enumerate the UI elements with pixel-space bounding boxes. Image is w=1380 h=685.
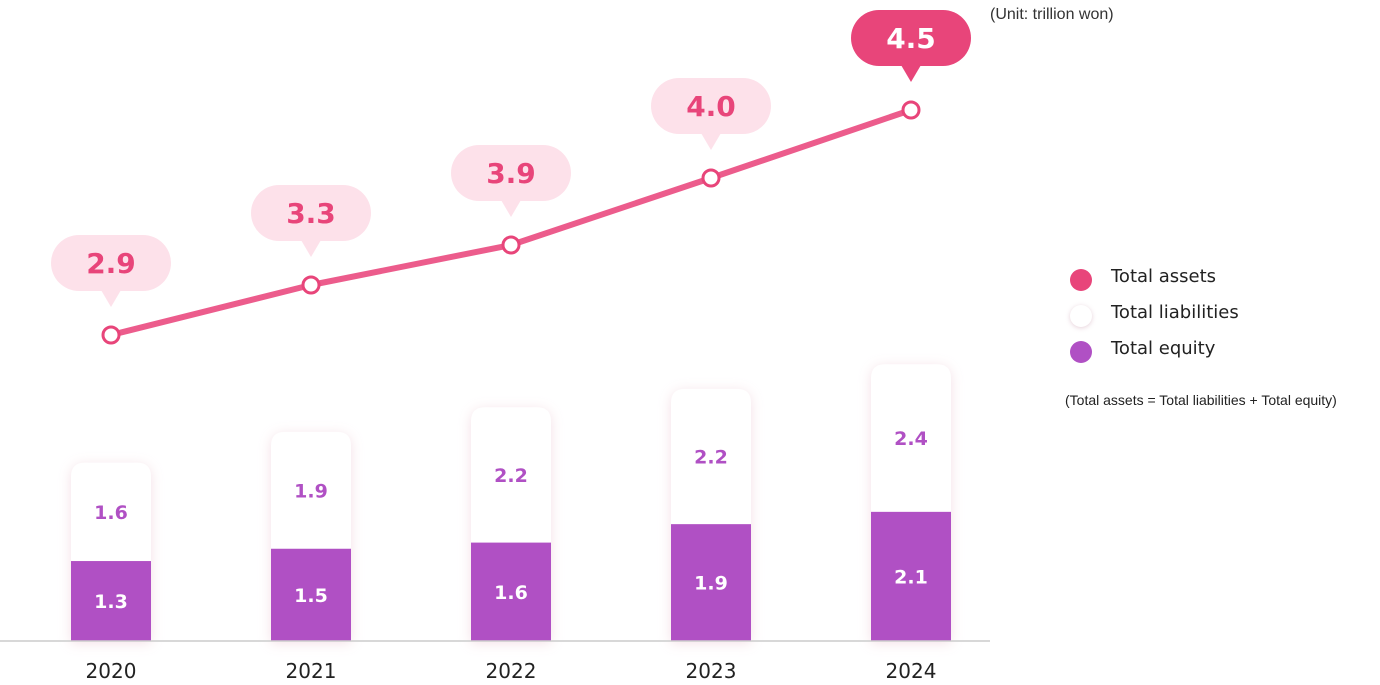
unit-note: (Unit: trillion won)	[990, 6, 1114, 23]
legend-label-total-equity: Total equity	[1111, 338, 1216, 359]
assets-point	[901, 100, 921, 120]
liabilities-value-label: 2.4	[894, 428, 928, 450]
assets-line-layer	[101, 100, 921, 345]
liabilities-value-label: 1.6	[94, 502, 128, 524]
assets-bubble-pointer	[101, 290, 121, 307]
x-tick-label: 2020	[86, 659, 137, 683]
assets-point	[101, 325, 121, 345]
assets-point	[501, 235, 521, 255]
legend-dot-equity	[1070, 341, 1092, 363]
assets-bubble: 3.3	[251, 185, 371, 257]
assets-value-label: 2.9	[86, 247, 136, 280]
equity-bar	[271, 548, 351, 641]
liabilities-value-label: 1.9	[294, 480, 328, 502]
formula-note: (Total assets = Total liabilities + Tota…	[1065, 392, 1337, 408]
equity-bar	[471, 542, 551, 641]
x-tick-label: 2023	[686, 659, 737, 683]
assets-bubble-pointer	[501, 200, 521, 217]
assets-point	[701, 168, 721, 188]
assets-bubble: 4.5	[851, 10, 971, 82]
bars-layer: 1.6 1.3 1.9 1.5 2.2 1.6 2.2 1.9 2.4 2.1	[71, 364, 951, 641]
assets-bubbles-layer: 2.9 3.3 3.9 4.0 4.5	[51, 10, 971, 307]
assets-bubble-box	[51, 235, 171, 291]
assets-point	[301, 275, 321, 295]
legend-label-total-assets: Total assets	[1111, 266, 1217, 287]
assets-bubble-box	[251, 185, 371, 241]
equity-value-label: 1.6	[494, 582, 528, 604]
assets-value-label: 4.5	[886, 22, 936, 55]
assets-value-label: 3.3	[286, 197, 336, 230]
equity-value-label: 1.9	[694, 573, 728, 595]
assets-bubble-pointer	[901, 65, 921, 82]
assets-bubble-box	[451, 145, 571, 201]
equity-bar	[871, 511, 951, 641]
equity-bar	[71, 561, 151, 641]
assets-bubble-pointer	[701, 133, 721, 150]
equity-value-label: 1.3	[94, 591, 128, 613]
equity-bar	[671, 524, 751, 641]
assets-line	[108, 107, 914, 338]
assets-value-label: 4.0	[686, 90, 736, 123]
legend-dot-liabilities	[1070, 305, 1092, 327]
assets-value-label: 3.9	[486, 157, 536, 190]
x-tick-label: 2022	[486, 659, 537, 683]
liabilities-value-label: 2.2	[694, 447, 728, 469]
assets-bubble: 3.9	[451, 145, 571, 217]
assets-bubble-box	[651, 78, 771, 134]
legend-dot-assets	[1070, 269, 1092, 291]
x-tick-label: 2024	[886, 659, 937, 683]
liabilities-value-label: 2.2	[494, 465, 528, 487]
assets-bubble: 4.0	[651, 78, 771, 150]
x-tick-label: 2021	[286, 659, 337, 683]
assets-bubble-box	[851, 10, 971, 66]
x-tick-labels: 2020 2021 2022 2023 2024	[86, 659, 937, 683]
equity-value-label: 1.5	[294, 585, 328, 607]
assets-bubble-pointer	[301, 240, 321, 257]
legend-label-total-liabilities: Total liabilities	[1111, 302, 1239, 323]
assets-bubble: 2.9	[51, 235, 171, 307]
equity-value-label: 2.1	[894, 566, 928, 588]
